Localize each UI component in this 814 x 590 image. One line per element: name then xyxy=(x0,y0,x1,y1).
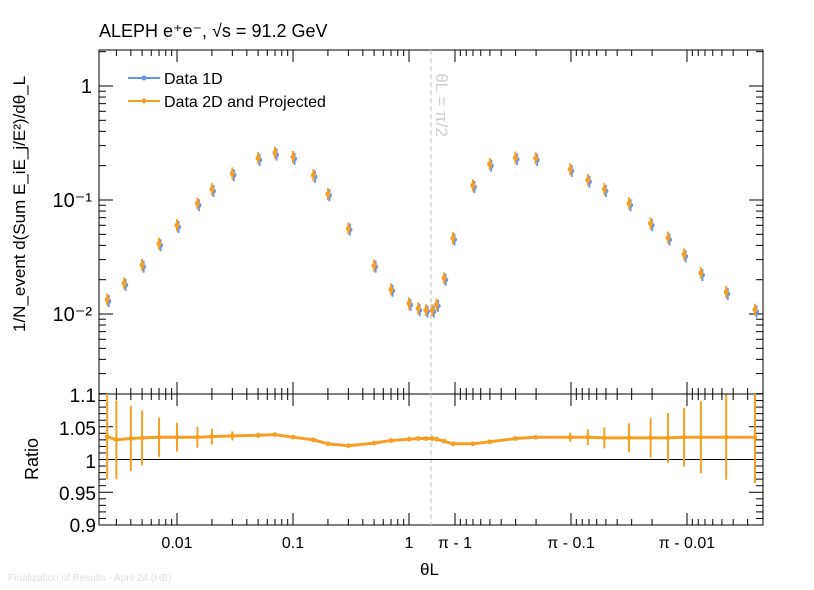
data-point xyxy=(406,300,412,306)
legend: Data 1D Data 2D and Projected xyxy=(128,71,326,111)
data-point xyxy=(626,200,632,206)
data-point xyxy=(533,155,539,161)
ratio-ytick-0.9: 0.9 xyxy=(70,516,96,537)
ratio-y-axis-label: Ratio xyxy=(22,438,42,480)
legend-entry-data-2d: Data 2D and Projected xyxy=(128,94,326,111)
xtick-label-pi-0.01: π - 0.01 xyxy=(659,535,716,552)
footer-note: Finalization of Results - April 24 (HB) xyxy=(8,573,172,584)
data-point xyxy=(487,161,493,167)
data-point xyxy=(429,307,435,313)
top-panel-x-ticks xyxy=(115,50,749,394)
data-point xyxy=(470,182,476,188)
data-point xyxy=(104,296,110,303)
ratio-line xyxy=(106,433,755,448)
series-data-1d xyxy=(106,148,760,318)
data-point xyxy=(601,186,607,192)
data-point xyxy=(752,307,758,313)
data-point xyxy=(723,289,729,295)
data-point xyxy=(423,307,429,313)
ratio-ytick-1.1: 1.1 xyxy=(70,386,96,407)
ratio-points xyxy=(104,432,758,449)
data-point xyxy=(450,235,456,241)
ratio-ytick-1: 1 xyxy=(85,452,96,473)
data-point xyxy=(415,305,421,311)
data-point xyxy=(433,301,440,308)
ratio-panel-x-ticks xyxy=(115,394,749,525)
data-point xyxy=(567,166,573,172)
data-point xyxy=(255,155,261,161)
xtick-label-1: 1 xyxy=(405,535,414,552)
chart-title: ALEPH e⁺e⁻, √s = 91.2 GeV xyxy=(99,21,328,41)
data-point xyxy=(345,225,351,232)
data-point xyxy=(121,280,127,286)
data-point xyxy=(441,275,447,281)
data-point xyxy=(310,172,317,178)
data-point xyxy=(512,155,518,161)
data-point xyxy=(371,262,377,269)
data-point xyxy=(665,234,671,241)
legend-label-data-2d: Data 2D and Projected xyxy=(164,94,326,111)
data-point xyxy=(194,200,201,207)
xtick-label-0.01: 0.01 xyxy=(161,535,192,552)
data-point xyxy=(156,241,162,247)
y-axis-label: 1/N_event d(Sum E_iE_j/E²)/dθ_L xyxy=(10,75,29,332)
data-point xyxy=(209,186,215,192)
xtick-label-pi-0.1: π - 0.1 xyxy=(547,535,595,552)
xtick-label-0.1: 0.1 xyxy=(282,535,304,552)
data-point xyxy=(388,286,394,293)
data-point xyxy=(290,154,296,160)
ytick-label-0.01: 10⁻² xyxy=(53,304,93,326)
ratio-ytick-0.95: 0.95 xyxy=(59,484,96,505)
xtick-label-pi-1: π - 1 xyxy=(438,535,472,552)
data-point xyxy=(229,170,235,177)
legend-label-data-1d: Data 1D xyxy=(164,71,223,88)
data-point xyxy=(648,220,654,226)
series-data-2d xyxy=(104,146,758,317)
data-point xyxy=(139,262,145,268)
data-point xyxy=(681,251,687,257)
data-point xyxy=(698,270,704,276)
x-axis-label: θL xyxy=(420,560,439,579)
data-point xyxy=(174,222,180,228)
data-point xyxy=(585,177,591,183)
ratio-ytick-1.05: 1.05 xyxy=(59,419,96,440)
pi-half-annotation: θL = π/2 xyxy=(432,73,451,137)
ytick-label-0.1: 10⁻¹ xyxy=(53,190,93,212)
legend-entry-data-1d: Data 1D xyxy=(128,71,223,88)
ytick-label-1: 1 xyxy=(81,76,92,98)
data-point xyxy=(325,191,331,197)
data-point xyxy=(272,150,278,156)
